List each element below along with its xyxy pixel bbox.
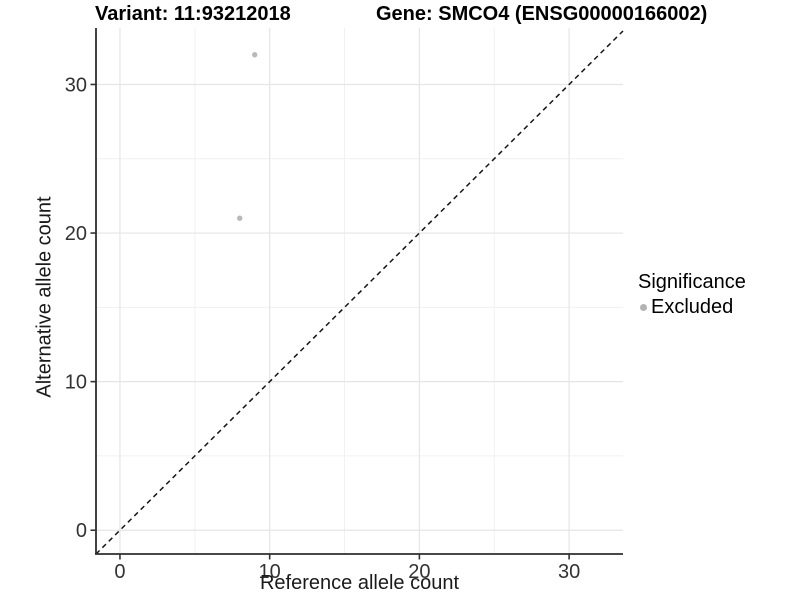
- svg-text:10: 10: [65, 372, 87, 394]
- svg-text:0: 0: [76, 520, 87, 542]
- legend-item-excluded: Excluded: [638, 296, 746, 318]
- svg-text:30: 30: [65, 74, 87, 96]
- plot-title-gene: Gene: SMCO4 (ENSG00000166002): [376, 3, 708, 25]
- legend-item-label: Excluded: [651, 296, 734, 318]
- svg-text:0: 0: [114, 561, 125, 583]
- svg-text:20: 20: [65, 223, 87, 245]
- y-axis-title: Alternative allele count: [33, 196, 56, 398]
- legend-title: Significance: [638, 271, 746, 293]
- svg-text:10: 10: [259, 561, 281, 583]
- svg-text:30: 30: [558, 561, 580, 583]
- svg-text:20: 20: [408, 561, 430, 583]
- excluded-point-icon: [640, 303, 647, 311]
- plot-title-variant: Variant: 11:93212018: [95, 3, 291, 25]
- x-axis-title: Reference allele count: [259, 572, 459, 594]
- legend: Significance Excluded: [638, 271, 746, 318]
